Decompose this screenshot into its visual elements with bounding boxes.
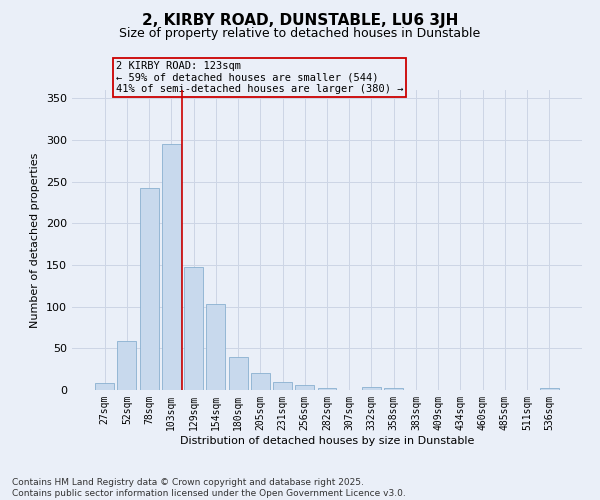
Bar: [317, 388, 337, 390]
Bar: [362, 386, 381, 390]
Text: Size of property relative to detached houses in Dunstable: Size of property relative to detached ho…: [119, 28, 481, 40]
Text: 2 KIRBY ROAD: 123sqm
← 59% of detached houses are smaller (544)
41% of semi-deta: 2 KIRBY ROAD: 123sqm ← 59% of detached h…: [116, 61, 403, 94]
Bar: [206, 304, 225, 390]
Bar: [162, 144, 181, 390]
Bar: [95, 384, 114, 390]
Bar: [184, 266, 203, 390]
Bar: [251, 374, 270, 390]
Bar: [229, 356, 248, 390]
Bar: [540, 388, 559, 390]
X-axis label: Distribution of detached houses by size in Dunstable: Distribution of detached houses by size …: [180, 436, 474, 446]
Bar: [118, 341, 136, 390]
Y-axis label: Number of detached properties: Number of detached properties: [31, 152, 40, 328]
Bar: [273, 382, 292, 390]
Bar: [295, 385, 314, 390]
Bar: [140, 188, 158, 390]
Text: Contains HM Land Registry data © Crown copyright and database right 2025.
Contai: Contains HM Land Registry data © Crown c…: [12, 478, 406, 498]
Text: 2, KIRBY ROAD, DUNSTABLE, LU6 3JH: 2, KIRBY ROAD, DUNSTABLE, LU6 3JH: [142, 12, 458, 28]
Bar: [384, 388, 403, 390]
